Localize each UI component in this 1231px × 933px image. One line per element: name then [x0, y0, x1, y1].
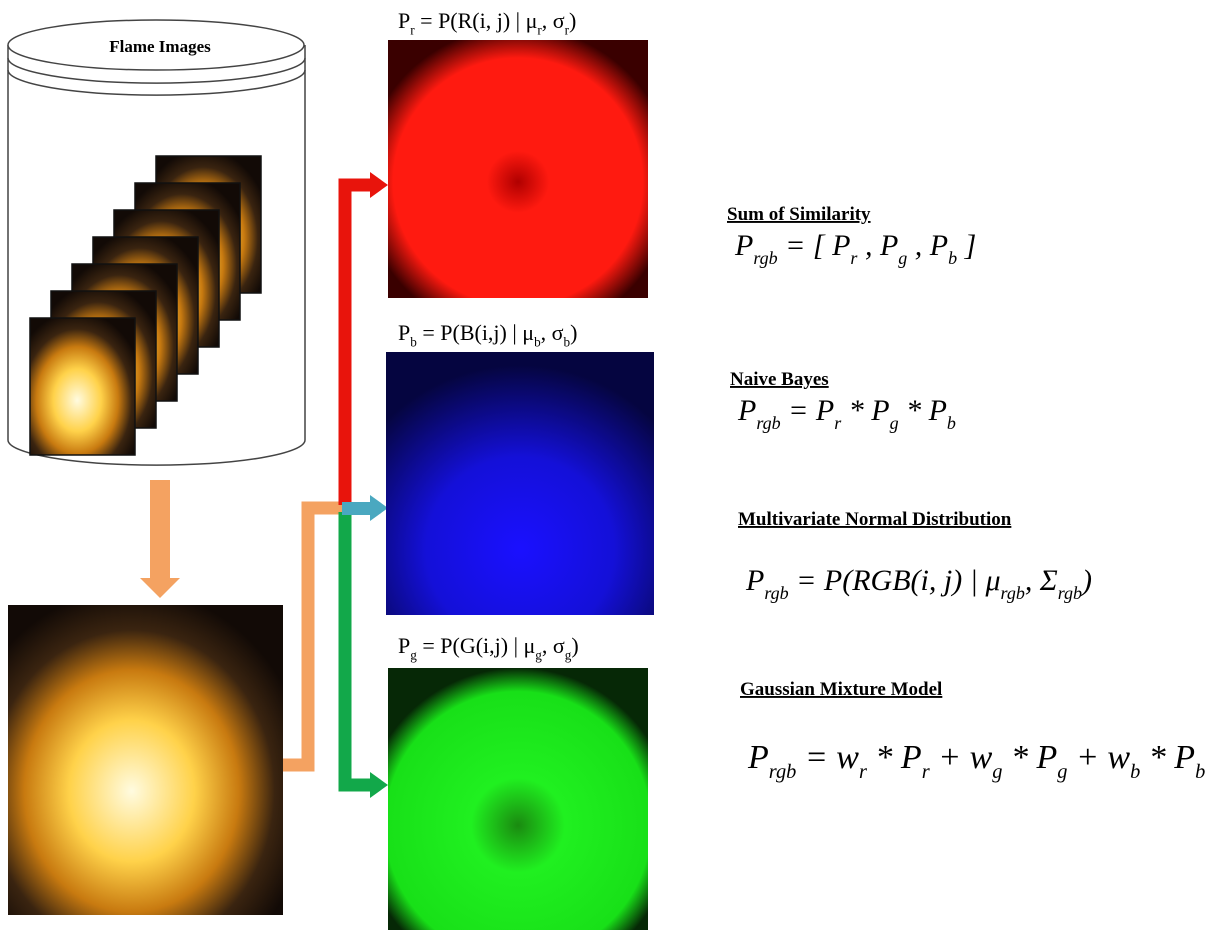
formula-part: + w: [930, 739, 993, 776]
formula-part: , P: [857, 229, 898, 262]
formula: Prgb​ = Pr​ * Pg​ * Pb​: [737, 394, 956, 433]
database-label: Flame Images: [109, 37, 211, 56]
formula-subscript: rgb: [756, 413, 780, 433]
formula-part: ): [569, 8, 576, 33]
formula-subscript: g: [992, 761, 1002, 783]
formula-part: = P(R(i, j) | μ: [415, 8, 538, 33]
formula: Pb​ = P(B(i,j) | μb​, σb​): [398, 320, 577, 350]
method-title: Naive Bayes: [730, 369, 829, 390]
formula-subscript: g: [898, 248, 907, 268]
formula-subscript: g: [890, 413, 899, 433]
formula-part: * P: [841, 394, 889, 427]
formula-part: P: [398, 320, 410, 345]
formula-subscript: r: [859, 761, 867, 783]
formula: Prgb​ = wr​ * Pr​ + wg​ * Pg​ + wb​ * Pb…: [747, 739, 1205, 783]
formula-part: , P: [907, 229, 948, 262]
formula-part: = w: [796, 739, 859, 776]
formula-part: , σ: [542, 8, 565, 33]
method-title: Sum of Similarity: [727, 204, 871, 225]
formula-part: ): [570, 320, 577, 345]
formula-subscript: g: [1057, 761, 1067, 783]
formula-subscript: rgb: [1058, 583, 1082, 603]
formula-part: = P(G(i,j) | μ: [417, 633, 535, 658]
formula-part: = P: [781, 394, 835, 427]
formula-part: P: [398, 633, 410, 658]
blue-channel-image: [386, 352, 654, 615]
formula-part: * P: [899, 394, 947, 427]
formula-subscript: b: [1130, 761, 1140, 783]
formula: Pr​ = P(R(i, j) | μr​, σr​): [398, 8, 576, 38]
formula-subscript: rgb: [753, 248, 777, 268]
method-title: Gaussian Mixture Model: [740, 679, 942, 700]
green-channel-image: [388, 668, 648, 930]
diagram: Flame Images Pr​ = P(R(i, j) | μr​, σr​)…: [0, 0, 1231, 933]
formula-subscript: rgb: [764, 583, 788, 603]
formula: Prgb​ = [ Pr​ , Pg​ , Pb​ ]: [734, 229, 976, 268]
formula-part: ): [571, 633, 578, 658]
formula-subscript: rgb: [769, 761, 797, 783]
red-channel-image: [388, 40, 648, 298]
formula-subscript: b: [947, 413, 956, 433]
formula: Prgb​ = P(RGB(i, j) | μrgb​, Σrgb​): [745, 564, 1092, 603]
formula-part: P: [737, 394, 756, 427]
formula-part: P: [747, 739, 769, 776]
formula-part: , Σ: [1025, 564, 1058, 597]
formula-part: * P: [1140, 739, 1195, 776]
formula-part: ]: [957, 229, 976, 262]
formula-subscript: b: [948, 248, 957, 268]
formula-part: + w: [1067, 739, 1130, 776]
formula-part: = [ P: [778, 229, 851, 262]
formula-part: , σ: [541, 320, 564, 345]
formula-part: * P: [1002, 739, 1057, 776]
formula-part: = P(RGB(i, j) | μ: [789, 564, 1001, 597]
method-title: Multivariate Normal Distribution: [738, 509, 1012, 530]
formula-part: ): [1080, 564, 1092, 597]
flame-image: [8, 605, 283, 915]
formula-subscript: r: [922, 761, 930, 783]
formula-subscript: rgb: [1001, 583, 1025, 603]
formula-subscript: b: [1195, 761, 1205, 783]
formula-part: * P: [867, 739, 922, 776]
stack-image: [30, 318, 135, 455]
formula-part: P: [745, 564, 764, 597]
formula-part: P: [398, 8, 410, 33]
formula-part: = P(B(i,j) | μ: [417, 320, 534, 345]
formula: Pg​ = P(G(i,j) | μg​, σg​): [398, 633, 579, 663]
formula-part: P: [734, 229, 753, 262]
formula-part: , σ: [542, 633, 565, 658]
